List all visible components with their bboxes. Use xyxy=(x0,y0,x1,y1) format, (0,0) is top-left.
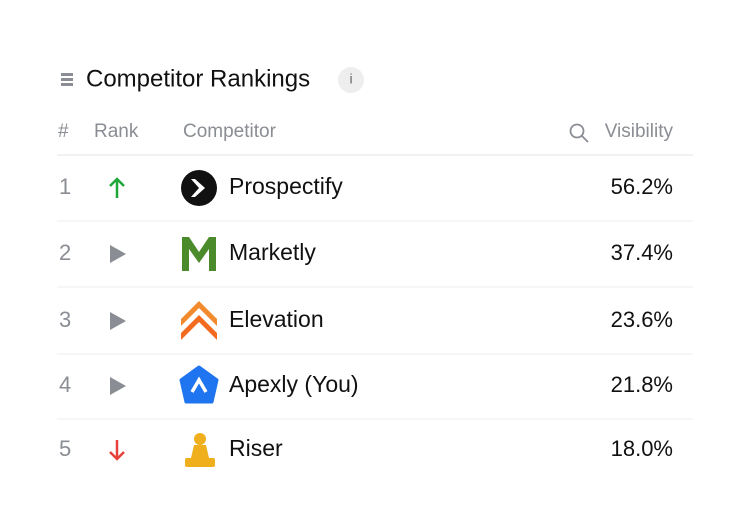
search-icon xyxy=(569,123,589,143)
competitor-name: Apexly (You) xyxy=(229,371,359,397)
row-number: 5 xyxy=(59,436,71,461)
column-header: Rank xyxy=(94,121,139,142)
row-number: 2 xyxy=(59,240,71,265)
title: Competitor Rankings xyxy=(86,65,310,92)
column-header[interactable]: Visibility xyxy=(605,121,674,142)
column-header: Competitor xyxy=(183,121,277,142)
table-row: 4 Apexly (You) 21.8% xyxy=(57,365,693,420)
table-row: 1 Prospectify 56.2% xyxy=(57,170,693,222)
table-row: 2 Marketly 37.4% xyxy=(57,237,693,288)
row-number: 3 xyxy=(59,307,71,332)
competitor-name: Riser xyxy=(229,435,283,461)
row-number: 1 xyxy=(59,174,71,199)
logo-shape xyxy=(185,458,215,467)
visibility-value: 56.2% xyxy=(611,174,673,199)
logo-shape xyxy=(179,365,219,404)
visibility-value: 21.8% xyxy=(611,372,673,397)
competitor-logo xyxy=(181,301,217,340)
competitor-name: Elevation xyxy=(229,306,324,332)
info-label[interactable]: i xyxy=(349,71,352,87)
logo-shape xyxy=(190,376,208,393)
visibility-value: 37.4% xyxy=(611,240,673,265)
trend-up xyxy=(109,177,125,187)
table-row: 3 Elevation 23.6% xyxy=(57,301,693,355)
trend-same xyxy=(110,377,126,395)
logo-shape xyxy=(182,237,216,271)
title-icon xyxy=(61,73,73,86)
competitor-logo xyxy=(182,237,216,271)
competitor-logo xyxy=(181,170,217,206)
trend-same xyxy=(110,245,126,263)
row-number: 4 xyxy=(59,372,71,397)
visibility-value: 23.6% xyxy=(611,307,673,332)
info-button[interactable] xyxy=(338,67,364,93)
trend-down xyxy=(109,451,125,461)
table-row: 5 Riser 18.0% xyxy=(59,433,673,467)
trend-same xyxy=(110,312,126,330)
competitor-logo xyxy=(179,365,219,404)
logo-shape xyxy=(181,301,217,326)
competitor-logo xyxy=(185,433,215,467)
competitor-name: Marketly xyxy=(229,239,316,265)
logo-shape xyxy=(194,433,206,445)
visibility-value: 18.0% xyxy=(611,436,673,461)
logo-shape xyxy=(191,179,205,197)
logo-shape xyxy=(191,445,209,458)
logo-shape xyxy=(181,315,217,340)
competitor-name: Prospectify xyxy=(229,173,343,199)
column-header: # xyxy=(58,121,69,142)
